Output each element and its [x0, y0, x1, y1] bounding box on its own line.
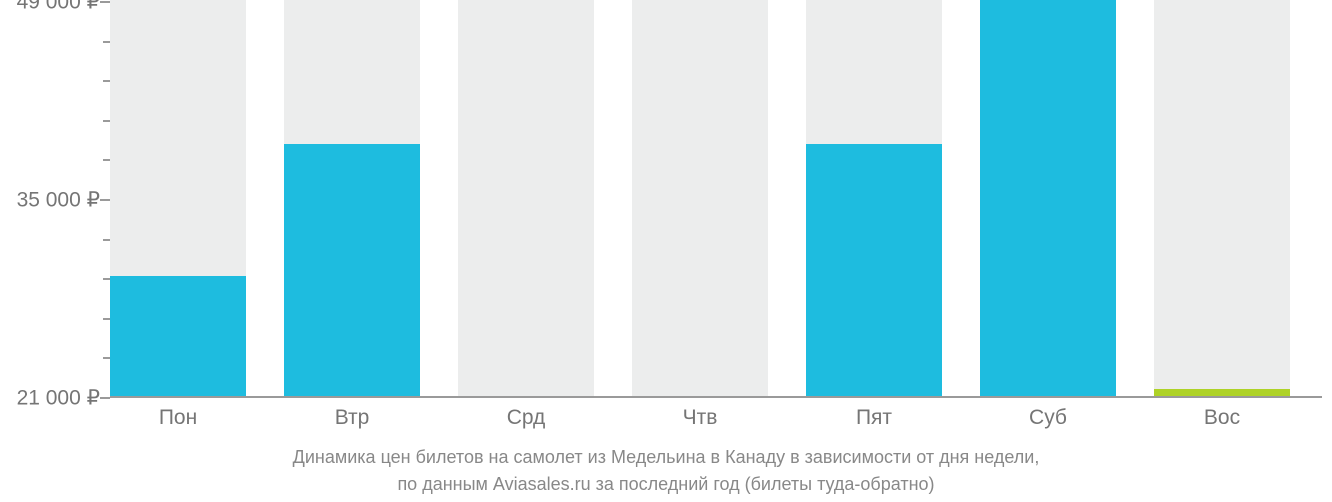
x-axis-label: Чтв	[632, 406, 768, 430]
y-axis-minor-tick	[103, 278, 110, 280]
y-axis-minor-tick	[103, 120, 110, 122]
y-axis-minor-tick	[103, 318, 110, 320]
y-axis-tick	[100, 1, 110, 3]
y-axis-label: 21 000 ₽	[0, 386, 100, 411]
bar	[806, 144, 942, 396]
y-axis-minor-tick	[103, 357, 110, 359]
y-axis-minor-tick	[103, 41, 110, 43]
price-by-weekday-chart: Динамика цен билетов на самолет из Медел…	[0, 0, 1332, 502]
y-axis-label: 49 000 ₽	[0, 0, 100, 15]
bar	[110, 276, 246, 396]
caption-line-2: по данным Aviasales.ru за последний год …	[397, 474, 934, 494]
x-axis-label: Втр	[284, 406, 420, 430]
y-axis-tick	[100, 199, 110, 201]
bar	[284, 144, 420, 396]
bar-background	[632, 0, 768, 396]
y-axis-minor-tick	[103, 80, 110, 82]
caption-line-1: Динамика цен билетов на самолет из Медел…	[293, 447, 1040, 467]
plot-area	[110, 2, 1322, 398]
x-axis-label: Вос	[1154, 406, 1290, 430]
x-axis-label: Срд	[458, 406, 594, 430]
chart-caption: Динамика цен билетов на самолет из Медел…	[0, 444, 1332, 498]
y-axis-tick	[100, 397, 110, 399]
bar	[980, 0, 1116, 396]
y-axis-label: 35 000 ₽	[0, 188, 100, 213]
bar-background	[1154, 0, 1290, 396]
y-axis-minor-tick	[103, 159, 110, 161]
bar	[1154, 389, 1290, 396]
bar-background	[458, 0, 594, 396]
x-axis-label: Пон	[110, 406, 246, 430]
x-axis-label: Суб	[980, 406, 1116, 430]
y-axis-minor-tick	[103, 239, 110, 241]
x-axis-label: Пят	[806, 406, 942, 430]
